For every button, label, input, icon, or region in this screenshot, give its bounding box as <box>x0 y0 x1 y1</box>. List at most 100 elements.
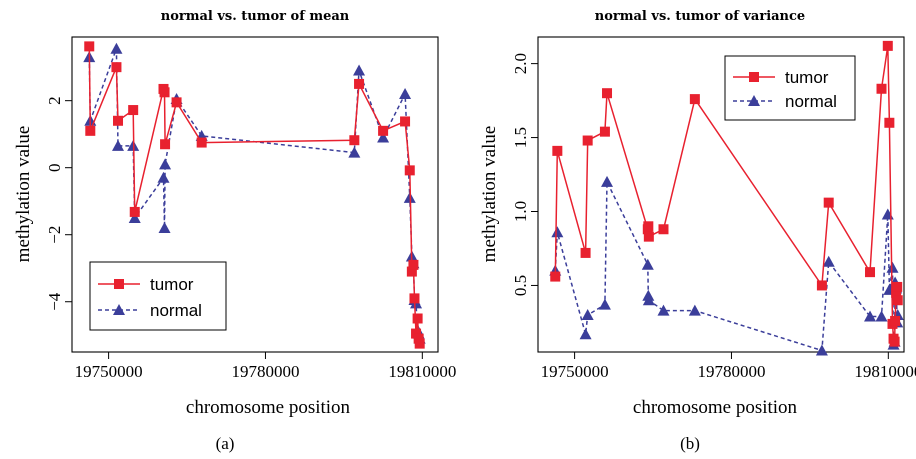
data-point-tumor <box>602 88 613 99</box>
legend-normal-marker <box>748 95 760 106</box>
data-point-normal <box>158 222 171 234</box>
y-tick-label: −4 <box>45 292 64 311</box>
legend-normal-label: normal <box>785 92 837 111</box>
legend-box <box>724 55 856 121</box>
data-point-normal <box>112 139 125 151</box>
x-tick-label: 19780000 <box>231 362 299 381</box>
y-tick-label: 1.0 <box>511 201 530 222</box>
data-point-tumor <box>599 126 610 137</box>
x-tick-label: 19810000 <box>388 362 456 381</box>
data-point-tumor <box>113 115 124 126</box>
y-tick-label: 0 <box>45 163 64 172</box>
data-point-tumor <box>400 116 411 127</box>
legend-tumor-marker <box>114 279 124 289</box>
data-point-tumor <box>354 78 365 89</box>
legend-box <box>89 261 227 331</box>
data-point-tumor <box>823 197 834 208</box>
data-point-tumor <box>892 295 903 306</box>
data-point-tumor <box>349 135 360 146</box>
x-tick-label: 19750000 <box>541 362 609 381</box>
data-point-tumor <box>580 247 591 258</box>
data-point-tumor <box>884 117 895 128</box>
data-point-tumor <box>552 145 563 156</box>
data-point-tumor <box>658 224 669 235</box>
chart-panel-a: normal vs. tumor of mean chromosome posi… <box>13 9 456 453</box>
data-point-normal <box>598 298 611 310</box>
data-point-normal <box>110 42 123 54</box>
plot-frame <box>537 36 905 353</box>
data-point-normal <box>399 87 412 99</box>
data-point-tumor <box>160 139 171 150</box>
data-point-tumor <box>128 105 139 116</box>
data-point-normal <box>353 64 366 76</box>
data-point-tumor <box>689 94 700 105</box>
data-point-tumor <box>892 281 903 292</box>
data-point-tumor <box>159 87 170 98</box>
y-axis-label: methylation value <box>479 126 500 263</box>
legend-normal-label: normal <box>150 301 202 320</box>
data-point-tumor <box>404 165 415 176</box>
legend-normal-marker <box>113 304 125 315</box>
data-point-tumor <box>890 315 901 326</box>
data-point-tumor <box>414 338 425 349</box>
plot-frame <box>71 36 439 353</box>
data-point-normal <box>642 294 655 306</box>
legend-tumor-label: tumor <box>150 275 194 294</box>
panel-caption: (a) <box>216 434 235 453</box>
legend: tumor normal <box>724 55 856 121</box>
data-point-tumor <box>582 135 593 146</box>
data-point-normal <box>581 309 594 321</box>
data-point-tumor <box>412 313 423 324</box>
series-layer <box>83 41 426 349</box>
y-tick-label: 0.5 <box>511 275 530 296</box>
data-point-normal <box>815 344 828 356</box>
data-point-tumor <box>378 125 389 136</box>
data-point-normal <box>641 258 654 270</box>
data-point-normal <box>822 255 835 267</box>
data-point-tumor <box>129 206 140 217</box>
data-point-tumor <box>111 62 122 73</box>
data-point-normal <box>157 171 170 183</box>
axis-ticks: 19750000 19780000 19810000 −4 −2 0 2 <box>45 96 456 381</box>
data-point-normal <box>551 226 564 238</box>
legend: tumor normal <box>89 261 227 331</box>
x-tick-label: 19780000 <box>697 362 765 381</box>
data-point-tumor <box>876 83 887 94</box>
y-tick-label: −2 <box>45 226 64 244</box>
data-point-tumor <box>816 280 827 291</box>
x-tick-label: 19750000 <box>75 362 143 381</box>
x-axis-label: chromosome position <box>633 397 798 418</box>
x-axis-label: chromosome position <box>186 397 351 418</box>
panel-caption: (b) <box>680 434 700 453</box>
y-tick-label: 1.5 <box>511 127 530 148</box>
data-point-tumor <box>882 40 893 51</box>
series-layer <box>549 40 904 356</box>
data-point-normal <box>128 211 141 223</box>
data-point-tumor <box>865 267 876 278</box>
data-point-normal <box>377 131 390 143</box>
y-axis-label: methylation value <box>13 126 34 263</box>
data-point-normal <box>875 310 888 322</box>
data-point-normal <box>159 158 172 170</box>
data-point-normal <box>601 175 614 187</box>
data-point-normal <box>657 304 670 316</box>
data-point-normal <box>348 146 361 158</box>
x-tick-label: 19810000 <box>854 362 916 381</box>
chart-panel-b: normal vs. tumor of variance chromosome … <box>479 9 916 453</box>
data-point-tumor <box>84 41 95 52</box>
data-point-normal <box>886 261 899 273</box>
data-point-tumor <box>85 125 96 136</box>
series-line-normal <box>554 181 899 352</box>
data-point-tumor <box>196 137 207 148</box>
data-point-tumor <box>411 328 422 339</box>
chart-title: normal vs. tumor of variance <box>595 9 805 24</box>
y-tick-label: 2 <box>45 96 64 105</box>
chart-title: normal vs. tumor of mean <box>161 9 350 24</box>
axis-ticks: 19750000 19780000 19810000 0.5 1.0 1.5 2.0 <box>511 53 916 381</box>
legend-tumor-label: tumor <box>785 68 829 87</box>
data-point-tumor <box>406 266 417 277</box>
data-point-normal <box>881 208 894 220</box>
data-point-normal <box>688 304 701 316</box>
legend-tumor-marker <box>749 72 759 82</box>
